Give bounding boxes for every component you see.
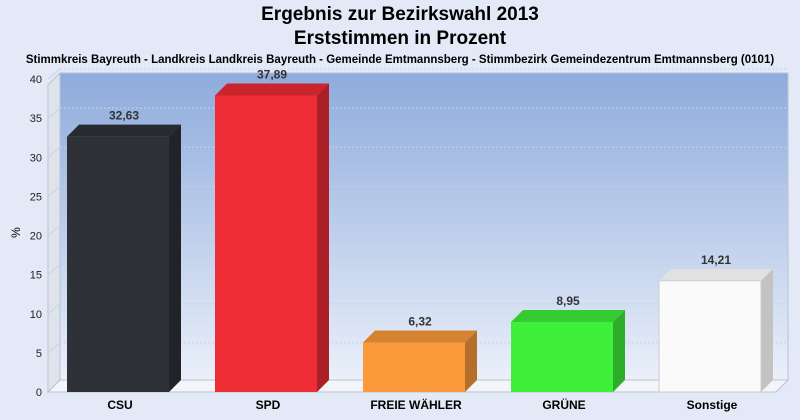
x-tick-label: FREIE WÄHLER bbox=[370, 397, 462, 412]
y-axis-label: % bbox=[9, 227, 23, 238]
y-tick-label: 20 bbox=[30, 231, 42, 243]
x-tick-label: Sonstige bbox=[687, 398, 738, 412]
y-tick-label: 30 bbox=[30, 152, 42, 164]
bar-top bbox=[67, 124, 181, 137]
bar-sonstige bbox=[658, 268, 773, 393]
bar-spd bbox=[215, 83, 329, 393]
x-tick-label: CSU bbox=[107, 398, 132, 412]
bar-top bbox=[215, 83, 329, 96]
bar-front bbox=[511, 321, 613, 392]
chart-caption: Stimmkreis Bayreuth - Landkreis Landkrei… bbox=[25, 54, 775, 66]
bar-gr-ne bbox=[511, 309, 625, 392]
data-label: 6,32 bbox=[408, 315, 432, 329]
data-label: 8,95 bbox=[556, 294, 580, 308]
chart-title: Ergebnis zur Bezirkswahl 2013 bbox=[261, 4, 539, 25]
bar-front bbox=[215, 95, 317, 393]
data-label: 37,89 bbox=[257, 68, 287, 82]
y-tick-label: 35 bbox=[30, 113, 42, 125]
gridline-side bbox=[47, 68, 61, 80]
gridline-side bbox=[47, 225, 61, 236]
x-tick-label: SPD bbox=[256, 398, 281, 412]
y-tick-label: 40 bbox=[30, 74, 42, 86]
gridline-side bbox=[47, 264, 61, 276]
bar-side bbox=[169, 124, 181, 392]
bar-top bbox=[659, 268, 773, 281]
y-tick-label: 25 bbox=[30, 191, 42, 203]
bar-front bbox=[658, 280, 762, 393]
data-label: 14,21 bbox=[701, 253, 731, 267]
gridline-side bbox=[47, 303, 61, 315]
bar-csu bbox=[67, 124, 181, 392]
gridline-side bbox=[47, 107, 61, 119]
data-label: 32,63 bbox=[109, 109, 139, 123]
bar-side bbox=[317, 83, 329, 393]
y-tick-label: 10 bbox=[30, 309, 42, 321]
y-tick-label: 5 bbox=[36, 348, 42, 360]
bar-top bbox=[511, 309, 625, 322]
x-tick-label: GRÜNE bbox=[542, 397, 585, 412]
bar-side bbox=[613, 309, 625, 392]
bar-front bbox=[67, 136, 169, 392]
bar-side bbox=[465, 330, 477, 392]
y-tick-label: 15 bbox=[30, 270, 42, 282]
chart-subtitle: Erststimmen in Prozent bbox=[293, 28, 507, 49]
y-tick-label: 0 bbox=[36, 387, 42, 399]
gridline-side bbox=[47, 342, 61, 354]
gridline-side bbox=[47, 185, 61, 197]
bar-front bbox=[363, 342, 465, 392]
gridline-side bbox=[47, 146, 61, 158]
bar-top bbox=[363, 330, 477, 343]
bar-freie-w-hler bbox=[363, 330, 477, 392]
bar-side bbox=[761, 268, 773, 392]
